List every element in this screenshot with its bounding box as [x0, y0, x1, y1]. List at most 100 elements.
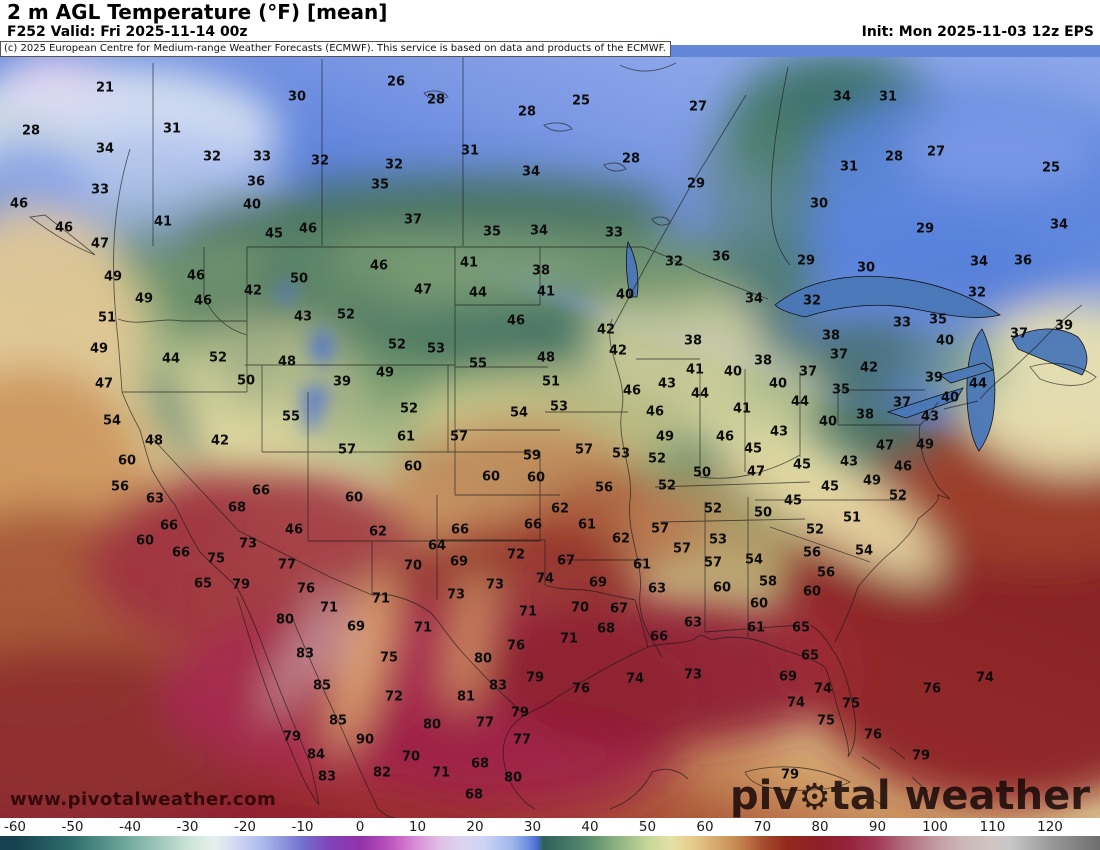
temp-label: 79 [282, 729, 302, 745]
temp-label: 47 [94, 376, 114, 392]
temp-label: 68 [464, 787, 484, 803]
temp-label: 79 [231, 577, 251, 593]
logo-text-right: tal weather [830, 773, 1090, 818]
temp-label: 75 [841, 696, 861, 712]
temp-label: 50 [289, 271, 309, 287]
temp-label: 46 [369, 258, 389, 274]
great-lakes [625, 240, 1088, 452]
temp-label: 82 [372, 765, 392, 781]
temp-label: 35 [928, 312, 948, 328]
temp-label: 76 [296, 581, 316, 597]
temp-label: 40 [723, 364, 743, 380]
temp-label: 43 [839, 454, 859, 470]
temp-label: 28 [884, 149, 904, 165]
temp-label: 54 [854, 543, 874, 559]
temp-label: 71 [371, 591, 391, 607]
canadian-lakes [423, 62, 677, 226]
temp-label: 28 [621, 151, 641, 167]
temp-label: 73 [238, 536, 258, 552]
temp-label: 49 [89, 341, 109, 357]
temp-label: 71 [413, 620, 433, 636]
temp-label: 57 [449, 429, 469, 445]
colorbar-tick-label: 80 [811, 819, 829, 835]
temp-label: 80 [503, 770, 523, 786]
temp-label: 38 [821, 328, 841, 344]
colorbar-tick-label: 50 [638, 819, 657, 835]
temp-label: 76 [922, 681, 942, 697]
temp-label: 66 [523, 517, 543, 533]
watermark-url: www.pivotalweather.com [10, 789, 276, 810]
temp-label: 85 [312, 678, 332, 694]
temp-label: 29 [796, 253, 816, 269]
temp-label: 79 [911, 748, 931, 764]
temp-label: 41 [536, 284, 556, 300]
temp-label: 77 [277, 557, 297, 573]
temp-label: 67 [556, 553, 576, 569]
temp-label: 57 [650, 521, 670, 537]
temp-label: 30 [856, 260, 876, 276]
pivotal-weather-logo: piv⚙tal weather [730, 776, 1090, 816]
temp-label: 37 [1009, 326, 1029, 342]
temp-label: 41 [459, 255, 479, 271]
bahamas-islands [861, 746, 929, 808]
lake-ontario [939, 362, 994, 384]
temp-label: 36 [711, 249, 731, 265]
temp-label: 54 [102, 413, 122, 429]
temp-label: 46 [622, 383, 642, 399]
temp-label: 37 [798, 364, 818, 380]
colorbar: -60 -50 -40 -30 -20 -10 0 10 20 30 40 50 60 70 80 90 100… [0, 818, 1100, 850]
four-corners-borders [307, 392, 541, 595]
temp-label: 30 [809, 196, 829, 212]
temp-label: 55 [281, 409, 301, 425]
colorbar-tick-label: 0 [355, 819, 365, 835]
model-init-time: Init: Mon 2025-11-03 12z EPS [861, 24, 1094, 40]
temp-label: 44 [968, 376, 988, 392]
temp-label: 36 [246, 174, 266, 190]
temp-label: 47 [875, 438, 895, 454]
page-title: 2 m AGL Temperature (°F) [mean] [7, 0, 388, 24]
temp-label: 26 [386, 74, 406, 90]
colorbar-tick-label: -50 [61, 819, 84, 835]
temp-label: 74 [975, 670, 995, 686]
temp-label: 83 [488, 678, 508, 694]
temp-label: 65 [791, 620, 811, 636]
temp-label: 64 [427, 538, 447, 554]
temp-label: 52 [888, 488, 908, 504]
temp-label: 40 [935, 333, 955, 349]
temp-label: 31 [162, 121, 182, 137]
temp-label: 52 [647, 451, 667, 467]
temp-label: 79 [780, 767, 800, 783]
map-graphic [0, 57, 1100, 818]
lake-michigan [966, 328, 996, 452]
temp-label: 69 [346, 619, 366, 635]
temp-label: 48 [277, 354, 297, 370]
temp-label: 46 [186, 268, 206, 284]
colorbar-tick-label: 90 [868, 819, 887, 835]
temp-label: 69 [588, 575, 608, 591]
temp-label: 31 [460, 143, 480, 159]
colorbar-gradient-strip [0, 836, 1100, 850]
temp-label: 32 [967, 285, 987, 301]
temp-label: 37 [829, 347, 849, 363]
temp-label: 72 [506, 547, 526, 563]
temp-label: 45 [783, 493, 803, 509]
temp-label: 52 [208, 350, 228, 366]
temp-label: 38 [683, 333, 703, 349]
temp-label: 75 [206, 551, 226, 567]
mexico-gulf-coast [502, 714, 689, 810]
temp-label: 33 [90, 182, 110, 198]
temp-label: 63 [647, 581, 667, 597]
temp-label: 44 [161, 351, 181, 367]
temp-label: 35 [831, 382, 851, 398]
temp-label: 48 [144, 433, 164, 449]
temp-label: 51 [97, 310, 117, 326]
temp-label: 60 [403, 459, 423, 475]
temp-label: 42 [859, 360, 879, 376]
colorbar-tick-label: 20 [466, 819, 484, 835]
colorbar-tick-label: -60 [3, 819, 27, 835]
nova-scotia [1029, 362, 1097, 386]
temp-label: 57 [337, 442, 357, 458]
temp-label: 74 [786, 695, 806, 711]
temp-label: 46 [298, 221, 318, 237]
plains-state-borders [454, 247, 645, 561]
